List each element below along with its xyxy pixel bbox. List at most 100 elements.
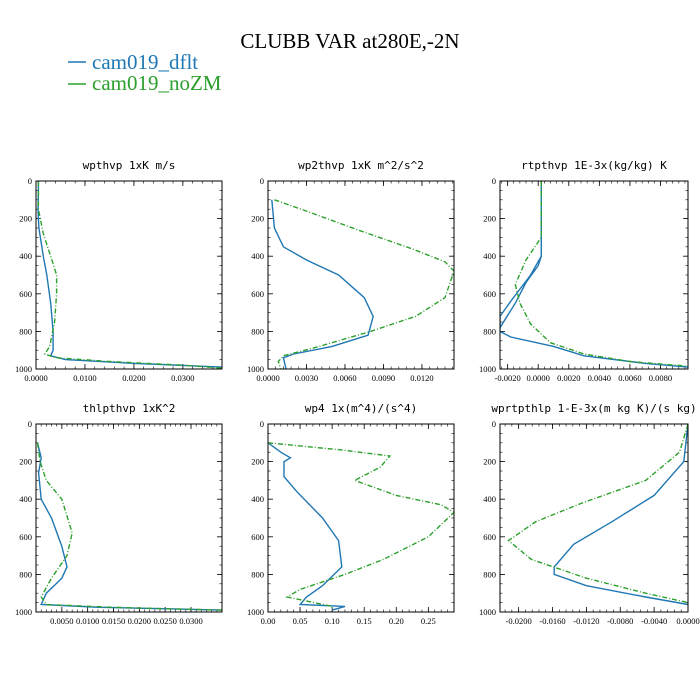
y-tick-label: 0 [260, 176, 264, 186]
y-tick-label: 400 [19, 251, 32, 261]
y-tick-label: 1000 [15, 364, 32, 374]
x-tick-label: 0.0150 [102, 616, 125, 626]
panel-title: rtpthvp 1E-3x(kg/kg) K [521, 159, 667, 172]
x-tick-label: 0.0200 [122, 373, 145, 383]
figure-title: CLUBB VAR at280E,-2N [240, 29, 459, 53]
legend-label-nozm: cam019_noZM [92, 71, 222, 95]
y-tick-label: 800 [251, 569, 264, 579]
series-line-cam019_noZM [274, 199, 454, 369]
panel-title: wp2thvp 1xK m^2/s^2 [298, 159, 424, 172]
y-tick-label: 0 [492, 176, 496, 186]
x-tick-label: 0.0000 [676, 616, 699, 626]
y-tick-label: 400 [251, 251, 264, 261]
y-tick-label: 600 [19, 289, 32, 299]
y-tick-label: 1000 [247, 364, 264, 374]
x-tick-label: -0.0040 [641, 616, 667, 626]
panel-6: wprtpthlp 1-E-3x(m kg K)/(s kg) 0 200 400 60… [479, 402, 700, 626]
panel-frame [499, 423, 689, 613]
x-tick-label: 0.00 [261, 616, 276, 626]
x-tick-label: 0.20 [389, 616, 404, 626]
x-tick-label: 0.0000 [256, 373, 279, 383]
x-tick-label: 0.0050 [50, 616, 73, 626]
y-tick-label: 0 [492, 419, 496, 429]
series-line-cam019_dflt [268, 442, 346, 611]
panel-title: wprtpthlp 1-E-3x(m kg K)/(s kg) [491, 402, 696, 415]
x-tick-label: 0.0060 [618, 373, 641, 383]
x-tick-label: 0.0040 [588, 373, 611, 383]
y-tick-label: 800 [483, 326, 496, 336]
panel-title: thlpthvp 1xK^2 [83, 402, 176, 415]
x-tick-label: 0.0100 [76, 616, 99, 626]
panel-title: wp4 1x(m^4)/(s^4) [305, 402, 418, 415]
series-line-cam019_noZM [36, 442, 222, 611]
x-tick-label: -0.0160 [539, 616, 565, 626]
y-tick-label: 200 [19, 457, 32, 467]
x-tick-label: -0.0120 [573, 616, 599, 626]
x-tick-label: 0.0300 [179, 616, 202, 626]
x-tick-label: 0.0060 [333, 373, 356, 383]
x-tick-label: 0.10 [325, 616, 340, 626]
y-tick-label: 600 [483, 289, 496, 299]
y-tick-label: 1000 [479, 364, 496, 374]
y-tick-label: 800 [483, 569, 496, 579]
y-tick-label: 800 [251, 326, 264, 336]
series-line-cam019_noZM [37, 181, 222, 369]
series-line-cam019_dflt [36, 442, 222, 611]
y-tick-label: 1000 [479, 607, 496, 617]
y-tick-label: 400 [251, 494, 264, 504]
y-tick-label: 200 [251, 457, 264, 467]
panel-2: wp2thvp 1xK m^2/s^2020040060080010000.00… [247, 159, 455, 383]
x-tick-label: -0.0200 [506, 616, 532, 626]
y-tick-label: 1000 [15, 607, 32, 617]
x-tick-label: 0.0100 [73, 373, 96, 383]
y-tick-label: 0 [260, 419, 264, 429]
y-tick-label: 600 [483, 532, 496, 542]
y-tick-label: 600 [251, 289, 264, 299]
x-tick-label: 0.0090 [372, 373, 395, 383]
x-tick-label: 0.0120 [410, 373, 433, 383]
x-tick-label: 0.0250 [153, 616, 176, 626]
series-line-cam019_dflt [37, 181, 222, 368]
y-tick-label: 200 [19, 214, 32, 224]
y-tick-label: 200 [251, 214, 264, 224]
y-tick-label: 600 [19, 532, 32, 542]
panel-frame [35, 423, 223, 613]
x-tick-label: -0.0020 [495, 373, 521, 383]
x-tick-label: 0.0200 [128, 616, 151, 626]
x-tick-label: 0.0020 [557, 373, 580, 383]
y-tick-label: 800 [19, 569, 32, 579]
y-tick-label: 400 [483, 251, 496, 261]
x-tick-label: 0.05 [293, 616, 308, 626]
y-tick-label: 400 [19, 494, 32, 504]
panel-title: wpthvp 1xK m/s [83, 159, 176, 172]
y-tick-label: 0 [28, 176, 32, 186]
panel-frame [267, 423, 455, 613]
panel-3: rtpthvp 1E-3x(kg/kg) K 0 200 400 600 800 1000-… [479, 159, 689, 383]
x-tick-label: -0.0080 [607, 616, 633, 626]
x-tick-label: 0.0000 [527, 373, 550, 383]
series-line-cam019_noZM [507, 424, 688, 604]
legend-label-dflt: cam019_dflt [92, 50, 198, 74]
series-line-cam019_dflt [271, 199, 374, 369]
y-tick-label: 200 [483, 214, 496, 224]
panel-frame [35, 180, 223, 370]
y-tick-label: 600 [251, 532, 264, 542]
y-tick-label: 400 [483, 494, 496, 504]
series-line-cam019_dflt [553, 424, 688, 606]
x-tick-label: 0.15 [357, 616, 372, 626]
y-tick-label: 0 [28, 419, 32, 429]
x-tick-label: 0.0300 [171, 373, 194, 383]
y-tick-label: 200 [483, 457, 496, 467]
series-line-cam019_noZM [514, 181, 688, 367]
y-tick-label: 1000 [247, 607, 264, 617]
panel-frame [267, 180, 455, 370]
x-tick-label: 0.25 [421, 616, 436, 626]
x-tick-label: 0.0030 [295, 373, 318, 383]
panel-frame [499, 180, 689, 370]
x-tick-label: 0.0000 [24, 373, 47, 383]
series-line-cam019_noZM [268, 442, 454, 611]
